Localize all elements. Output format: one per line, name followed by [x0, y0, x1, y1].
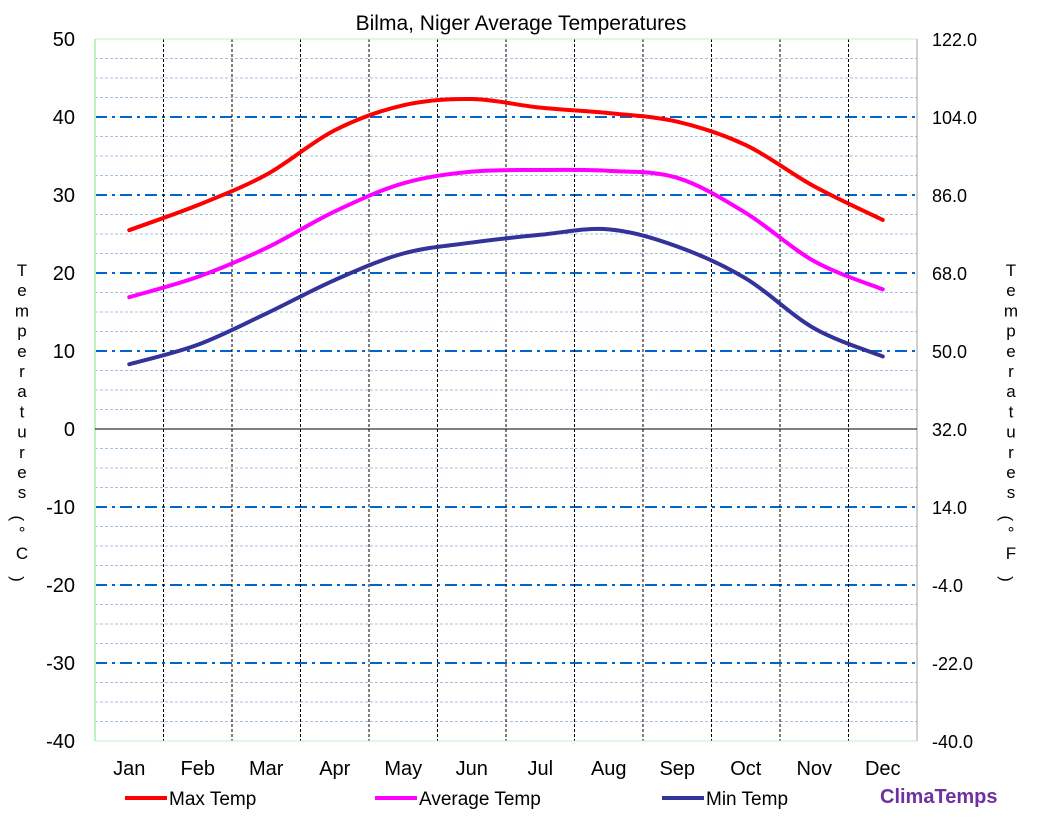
x-tick-label: Dec	[865, 758, 901, 780]
x-tick-label: Aug	[591, 758, 627, 780]
y-axis-title-left-char: e	[17, 281, 26, 300]
y-tick-label: 30	[53, 185, 75, 207]
y-axis-title-left-char: e	[17, 342, 26, 361]
legend-label: Max Temp	[169, 789, 256, 810]
y-axis-title-right-char: °	[1008, 524, 1015, 543]
y-right-tick-label: -4.0	[932, 576, 963, 596]
y-tick-label: -10	[46, 497, 75, 519]
chart-title: Bilma, Niger Average Temperatures	[356, 12, 687, 35]
x-tick-label: Mar	[249, 758, 284, 780]
y-tick-label: -20	[46, 575, 75, 597]
y-axis-title-left-char: e	[17, 463, 26, 482]
y-axis-title-left-char: a	[17, 382, 27, 401]
y-axis-title-left-char: r	[19, 362, 25, 381]
y-axis-title-right-char: e	[1006, 281, 1015, 300]
y-axis-title-left-char: C	[16, 544, 28, 563]
y-axis-title-right-char: r	[1008, 362, 1014, 381]
series-line-min-temp	[127, 226, 885, 367]
x-tick-label: May	[384, 758, 422, 780]
y-tick-label: 20	[53, 263, 75, 285]
series-line-max-temp	[127, 97, 885, 233]
y-axis-title-left-char: s	[18, 483, 27, 502]
y-axis-title-left-char: u	[17, 423, 26, 442]
x-tick-label: Jun	[456, 758, 488, 780]
y-right-tick-label: 122.0	[932, 30, 977, 50]
y-axis-title-right-char: )	[997, 576, 1016, 582]
series-line-average-temp	[127, 167, 885, 300]
brand-logo: ClimaTemps	[880, 786, 998, 808]
y-axis-title-left-char: T	[17, 261, 27, 280]
y-tick-label: -40	[46, 731, 75, 753]
y-axis-title-right-char: e	[1006, 463, 1015, 482]
x-tick-label: Nov	[796, 758, 832, 780]
y-axis-title-left-char: t	[20, 402, 25, 421]
y-axis-title-right-char: a	[1006, 382, 1016, 401]
legend-label: Min Temp	[706, 789, 788, 810]
x-tick-label: Sep	[659, 758, 695, 780]
y-tick-label: 40	[53, 107, 75, 129]
legend-label: Average Temp	[419, 789, 541, 810]
y-axis-title-right-char: p	[1006, 322, 1015, 341]
y-right-tick-label: -40.0	[932, 732, 973, 752]
x-tick-label: Oct	[730, 758, 762, 780]
y-tick-label: 50	[53, 29, 75, 51]
y-tick-label: 0	[64, 419, 75, 441]
y-axis-title-right-char: t	[1009, 402, 1014, 421]
y-tick-label: 10	[53, 341, 75, 363]
y-right-tick-label: 14.0	[932, 498, 967, 518]
y-right-tick-label: -22.0	[932, 654, 973, 674]
y-axis-title-left-char: )	[8, 576, 27, 582]
y-axis-title-right-char: (	[997, 516, 1016, 522]
x-tick-label: Apr	[319, 758, 350, 780]
y-axis-title-right-char: F	[1006, 544, 1016, 563]
y-right-tick-label: 32.0	[932, 420, 967, 440]
y-axis-title-right-char: u	[1006, 423, 1015, 442]
x-tick-label: Jul	[527, 758, 553, 780]
y-axis-title-right-char: s	[1007, 483, 1016, 502]
y-axis-title-right-char: e	[1006, 342, 1015, 361]
y-right-tick-label: 86.0	[932, 186, 967, 206]
x-tick-label: Jan	[113, 758, 145, 780]
y-axis-title-right-char: m	[1004, 301, 1018, 320]
y-right-tick-label: 50.0	[932, 342, 967, 362]
y-right-tick-label: 68.0	[932, 264, 967, 284]
y-axis-title-left-char: (	[8, 516, 27, 522]
y-tick-label: -30	[46, 653, 75, 675]
y-axis-title-left-char: r	[19, 443, 25, 462]
x-tick-label: Feb	[181, 758, 215, 780]
y-axis-title-left-char: p	[17, 322, 26, 341]
y-right-tick-label: 104.0	[932, 108, 977, 128]
y-axis-title-right-char: r	[1008, 443, 1014, 462]
y-axis-title-right-char: T	[1006, 261, 1016, 280]
y-axis-title-left-char: m	[15, 301, 29, 320]
y-axis-title-left-char: °	[19, 524, 26, 543]
